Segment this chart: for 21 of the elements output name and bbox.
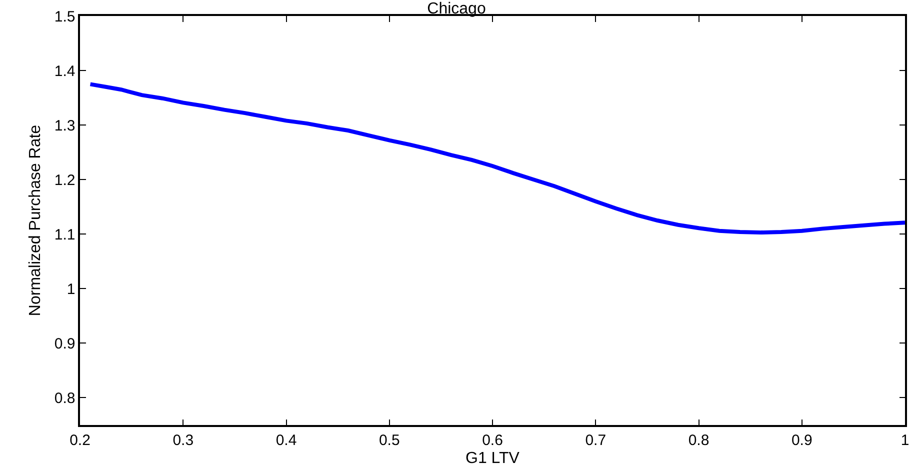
line-series — [88, 82, 905, 234]
x-tick-label: 0.6 — [482, 432, 503, 449]
x-tick-label: 1 — [900, 432, 910, 449]
y-tick-label: 1.1 — [54, 226, 76, 244]
x-axis-title: G1 LTV — [466, 450, 520, 467]
y-tick-label: 1.4 — [54, 62, 76, 80]
x-tick-label: 0.8 — [688, 432, 710, 449]
y-tick-label: 1 — [66, 280, 76, 298]
y-tick-label: 1.5 — [54, 8, 76, 26]
x-tick-label: 0.7 — [585, 432, 606, 449]
x-tick-label: 0.5 — [378, 432, 400, 449]
x-tick-label: 0.2 — [70, 432, 90, 449]
x-tick-label: 0.9 — [791, 432, 812, 449]
y-axis-title: Normalized Purchase Rate — [26, 124, 44, 316]
y-tick-label: 0.9 — [54, 335, 76, 352]
x-tick-label: 0.4 — [276, 432, 297, 449]
y-tick-label: 0.8 — [54, 390, 76, 407]
x-tick-label: 0.3 — [172, 432, 194, 449]
y-tick-label: 1.3 — [54, 117, 76, 134]
y-tick-label: 1.2 — [54, 172, 76, 189]
chart-title: Chicago — [427, 0, 486, 18]
